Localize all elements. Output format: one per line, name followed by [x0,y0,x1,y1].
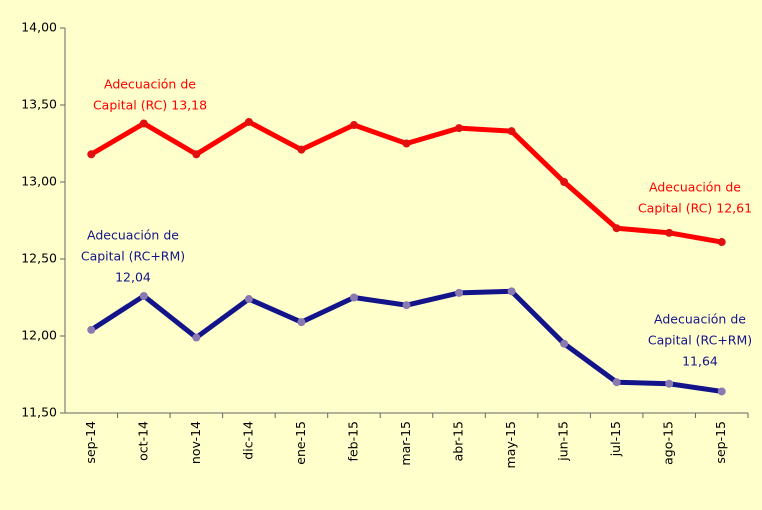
data-point [717,387,726,396]
x-tick-label: mar-15 [398,421,413,466]
data-point [507,127,516,136]
data-point [717,238,726,247]
data-point [349,121,358,130]
x-tick-label: ago-15 [661,421,676,465]
data-point [455,124,464,133]
y-tick-label: 13,00 [21,174,57,189]
data-point [560,178,569,186]
data-point [560,339,569,348]
annotation: Adecuación de [87,228,179,243]
data-point [402,301,411,310]
data-point [139,119,148,128]
annotation: Capital (RC) 13,18 [93,98,207,113]
x-tick-label: feb-15 [345,421,360,461]
data-point [665,379,674,388]
data-point [297,318,306,327]
x-tick-label: sep-14 [83,421,98,464]
y-tick-label: 14,00 [21,20,57,35]
x-tick-label: abr-15 [451,421,466,461]
data-point [297,145,306,154]
data-point [455,288,464,297]
data-point [139,291,148,300]
x-tick-label: sep-15 [713,421,728,464]
data-point [402,139,411,148]
annotation: Adecuación de [104,77,196,92]
x-tick-label: ene-15 [293,421,308,465]
data-point [244,295,253,304]
x-tick-label: nov-14 [188,421,203,464]
y-tick-label: 13,50 [21,97,57,112]
annotation: Adecuación de [649,180,741,195]
data-point [612,224,621,233]
data-point [612,378,621,387]
x-tick-label: dic-14 [240,421,255,460]
x-tick-label: oct-14 [135,421,150,461]
annotation: 12,04 [115,270,151,285]
annotation: Capital (RC+RM) [648,333,752,348]
data-point [349,293,358,302]
data-point [87,150,96,159]
data-point [192,333,201,342]
x-tick-label: jun-15 [556,421,571,462]
data-point [244,117,253,126]
annotation: 11,64 [682,354,718,369]
y-tick-label: 12,50 [21,251,57,266]
data-point [87,325,96,334]
data-point [665,228,674,237]
annotation: Adecuación de [654,312,746,327]
x-tick-label: jul-15 [608,421,623,457]
data-point [507,287,516,296]
y-tick-label: 11,50 [21,405,57,420]
y-tick-label: 12,00 [21,328,57,343]
data-point [192,150,201,159]
annotation: Capital (RC) 12,61 [638,201,752,216]
annotation: Capital (RC+RM) [81,249,185,264]
x-tick-label: may-15 [503,421,518,468]
